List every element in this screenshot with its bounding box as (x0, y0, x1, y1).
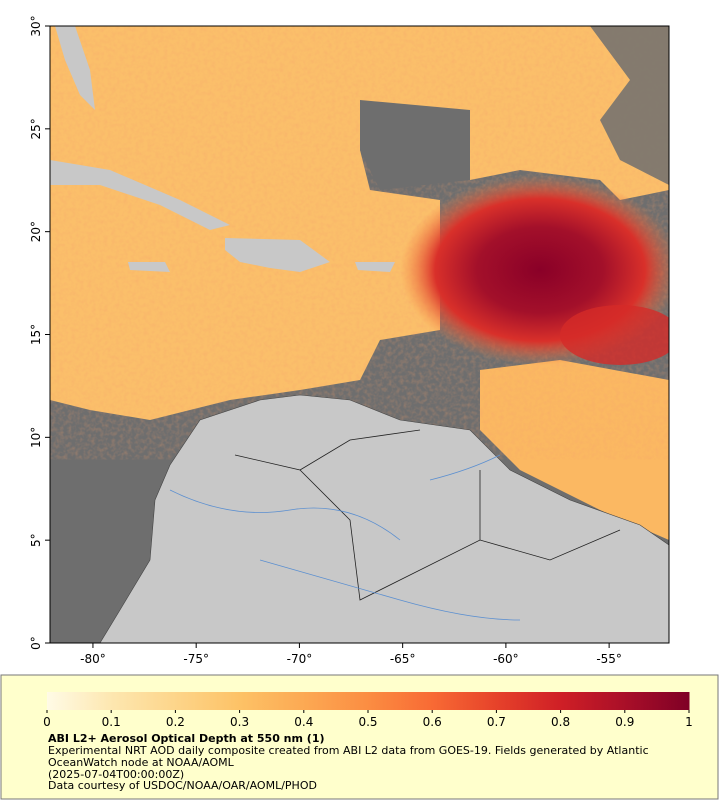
colorbar-segment (175, 692, 241, 710)
colorbar-tick-label: 0.8 (551, 715, 570, 729)
colorbar-segment (303, 692, 369, 710)
y-tick-label: 0° (29, 636, 43, 650)
map-image (50, 26, 669, 643)
y-tick-label: 30° (29, 15, 43, 36)
caption-time: (2025-07-04T00:00:00Z) (48, 768, 184, 781)
colorbar-segment (239, 692, 305, 710)
y-tick-label: 20° (29, 221, 43, 242)
colorbar-tick-label: 1 (685, 715, 693, 729)
x-tick-label: -70° (287, 652, 313, 666)
y-tick-label: 10° (29, 427, 43, 448)
caption-credit: Data courtesy of USDOC/NOAA/OAR/AOML/PHO… (48, 779, 317, 792)
colorbar-tick-label: 0.2 (166, 715, 185, 729)
colorbar-tick-label: 0.4 (294, 715, 313, 729)
colorbar-segment (496, 692, 562, 710)
colorbar-segment (47, 692, 112, 710)
colorbar-segment (111, 692, 176, 710)
y-tick-label: 5° (29, 533, 43, 547)
colorbar-tick-label: 0.3 (230, 715, 249, 729)
x-tick-label: -65° (390, 652, 416, 666)
caption-line: Experimental NRT AOD daily composite cre… (48, 744, 649, 757)
colorbar-tick-label: 0 (43, 715, 51, 729)
colorbar-tick-label: 0.9 (615, 715, 634, 729)
colorbar: 0 0.1 0.2 0.3 0.4 0.5 0.6 0.7 0.8 0.9 1 (43, 692, 693, 729)
colorbar-tick-label: 0.1 (102, 715, 121, 729)
caption-description: Experimental NRT AOD daily composite cre… (48, 744, 649, 769)
x-tick-label: -55° (596, 652, 622, 666)
caption-title: ABI L2+ Aerosol Optical Depth at 550 nm … (48, 732, 325, 745)
y-tick-label: 15° (29, 324, 43, 345)
x-tick-label: -75° (183, 652, 209, 666)
colorbar-tick-label: 0.5 (358, 715, 377, 729)
x-tick-label: -60° (493, 652, 519, 666)
axes: -80° -75° -70° -65° -60° -55° 0° 5° 10° 15° 20° 25°… (29, 15, 622, 666)
colorbar-segment (560, 692, 626, 710)
colorbar-segment (432, 692, 497, 710)
colorbar-tick-label: 0.7 (487, 715, 506, 729)
colorbar-tick-label: 0.6 (423, 715, 442, 729)
x-tick-label: -80° (80, 652, 106, 666)
colorbar-segment (368, 692, 433, 710)
caption-line: OceanWatch node at NOAA/AOML (48, 756, 235, 769)
y-tick-label: 25° (29, 118, 43, 139)
colorbar-segment (624, 692, 690, 710)
